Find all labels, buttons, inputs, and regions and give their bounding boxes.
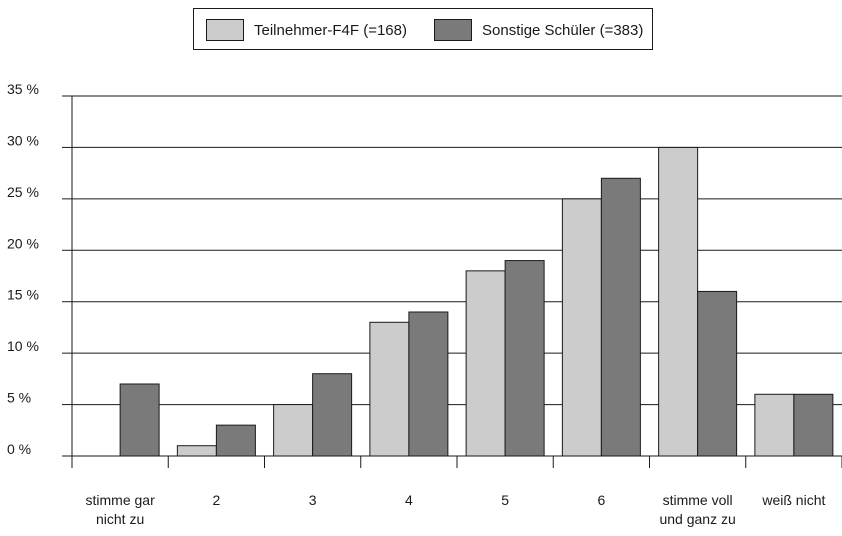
bar-teilnehmer [754, 393, 795, 457]
bar-sonstige [312, 373, 353, 457]
y-tick-label: 20 % [7, 235, 39, 251]
bar-teilnehmer [273, 404, 314, 457]
legend: Teilnehmer-F4F (=168) Sonstige Schüler (… [193, 8, 653, 50]
legend-swatch-sonstige [434, 19, 472, 41]
y-tick-label: 5 % [7, 390, 31, 406]
x-tick-label: 2 [212, 492, 220, 508]
legend-item-sonstige: Sonstige Schüler (=383) [434, 19, 643, 41]
bars [119, 146, 834, 457]
x-tick-label: 6 [597, 492, 605, 508]
bar-sonstige [600, 177, 641, 457]
bar-sonstige [215, 424, 256, 457]
legend-label-sonstige: Sonstige Schüler (=383) [482, 21, 644, 39]
x-tick-label: 5 [501, 492, 509, 508]
x-tick-label: weiß nicht [761, 492, 825, 508]
bar-sonstige [119, 383, 160, 457]
legend-label-teilnehmer: Teilnehmer-F4F (=168) [254, 21, 407, 39]
y-tick-label: 30 % [7, 132, 39, 148]
axis-labels: 0 % 5 % 10 % 15 % 20 % 25 % 30 % 35 % stimme gar… [7, 81, 825, 527]
bar-teilnehmer [176, 445, 217, 457]
y-tick-label: 25 % [7, 184, 39, 200]
y-tick-label: 0 % [7, 441, 31, 457]
bar-teilnehmer [369, 321, 410, 457]
bar-sonstige [697, 290, 738, 457]
bar-sonstige [504, 260, 545, 457]
bar-teilnehmer [658, 146, 699, 457]
legend-swatch-teilnehmer [206, 19, 244, 41]
bar-sonstige [793, 393, 834, 457]
x-tick-label: stimme gar nicht zu [86, 492, 156, 527]
axes [71, 96, 842, 468]
legend-item-teilnehmer: Teilnehmer-F4F (=168) [206, 19, 407, 41]
y-tick-label: 15 % [7, 287, 39, 303]
y-tick-label: 10 % [7, 338, 39, 354]
y-tick-label: 35 % [7, 81, 39, 97]
bar-sonstige [408, 311, 449, 457]
x-tick-label: stimme voll und ganz zu [659, 492, 735, 527]
x-tick-label: 3 [309, 492, 317, 508]
x-tick-label: 4 [405, 492, 413, 508]
bar-teilnehmer [465, 270, 506, 457]
bar-teilnehmer [561, 198, 602, 457]
